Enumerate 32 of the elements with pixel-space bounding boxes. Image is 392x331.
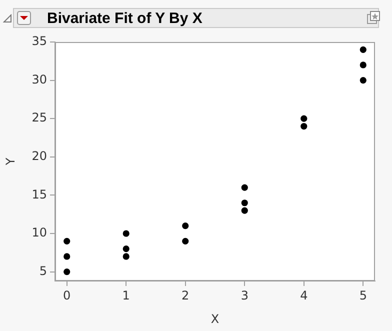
y-axis-title: Y [3,157,18,166]
y-tick-label: 15 [32,187,47,202]
point [64,268,70,276]
chart-title: Bivariate Fit of Y By X [47,10,202,27]
y-tick-label: 25 [32,110,47,125]
x-axis-title: X [210,312,220,326]
y-tick-label: 30 [32,72,47,86]
point [64,253,70,260]
y-tick-label: 20 [32,149,47,164]
point [122,246,130,252]
point [241,200,248,206]
point [122,253,130,260]
y-tick-label: 35 [32,34,47,48]
point [182,222,189,230]
point [122,230,130,237]
x-tick-label: 2 [182,288,190,302]
y-tick-label: 10 [32,226,47,240]
point [360,77,366,84]
x-tick-label: 1 [122,288,130,302]
x-tick-label: 5 [359,288,367,302]
x-tick-label: 0 [63,288,71,302]
point [241,207,248,214]
point [64,238,70,244]
point [300,115,308,122]
x-tick-label: 4 [300,288,308,302]
point [182,238,189,244]
x-tick-label: 3 [240,288,248,302]
y-tick-label: 5 [39,264,47,278]
point [300,122,308,130]
point [360,46,366,53]
point [241,184,248,191]
point [360,62,366,68]
